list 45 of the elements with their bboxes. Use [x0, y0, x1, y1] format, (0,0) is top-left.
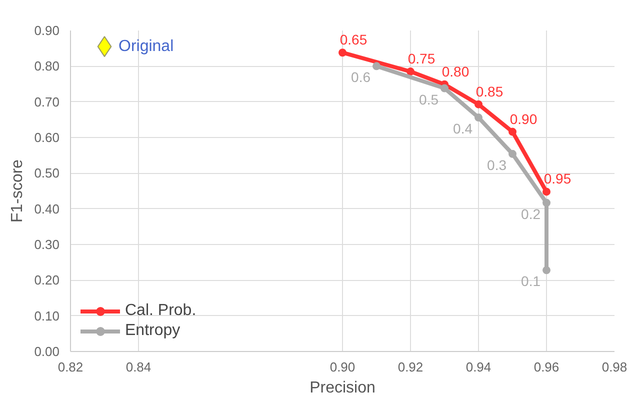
x-tick-label: 0.84	[126, 360, 152, 374]
x-tick-label: 0.96	[534, 360, 560, 374]
annotation: 0.3	[487, 156, 507, 173]
annotation: 0.2	[521, 206, 541, 222]
point	[474, 114, 482, 122]
point	[440, 84, 448, 92]
x-tick-label: 0.92	[398, 360, 424, 374]
point	[474, 100, 482, 108]
y-tick-label: 0.20	[34, 272, 60, 288]
point	[372, 62, 380, 70]
x-axis-title: Precision	[310, 380, 376, 396]
annotation: 0.75	[408, 50, 436, 67]
annotation: 0.85	[476, 83, 504, 100]
point	[338, 48, 346, 57]
annotation: 0.95	[544, 170, 572, 187]
point	[542, 198, 550, 207]
y-tick-label: 0.10	[34, 308, 60, 324]
x-tick-label: 0.90	[330, 360, 356, 374]
point	[508, 128, 516, 136]
x-tick-label: 0.98	[602, 360, 628, 374]
y-tick-label: 0.30	[34, 237, 60, 252]
y-tick-label: 0.50	[34, 166, 60, 181]
y-tick-label: 0.70	[34, 94, 60, 110]
annotation: 0.90	[510, 110, 538, 127]
annotation: 0.65	[340, 32, 368, 48]
series-label: Original	[118, 38, 174, 56]
y-tick-label: 0.60	[34, 130, 60, 145]
point	[508, 150, 516, 158]
legend-label: Cal. Prob.	[125, 302, 196, 320]
y-tick-label: 0.80	[34, 58, 60, 74]
annotation: 0.6	[351, 69, 371, 86]
y-axis-title: F1-score	[9, 159, 26, 223]
point	[542, 188, 550, 196]
annotation: 0.80	[442, 63, 470, 80]
legend-label: Entropy	[125, 322, 180, 340]
y-tick-label: 0.90	[34, 23, 60, 38]
point	[542, 266, 550, 274]
x-tick-label: 0.82	[58, 360, 84, 374]
y-tick-label: 0.00	[34, 344, 60, 359]
annotation: 0.5	[419, 91, 439, 108]
point	[406, 68, 414, 76]
annotation: 0.4	[453, 120, 473, 137]
y-tick-label: 0.40	[34, 201, 60, 216]
annotation: 0.1	[521, 273, 541, 290]
x-tick-label: 0.94	[466, 360, 492, 374]
